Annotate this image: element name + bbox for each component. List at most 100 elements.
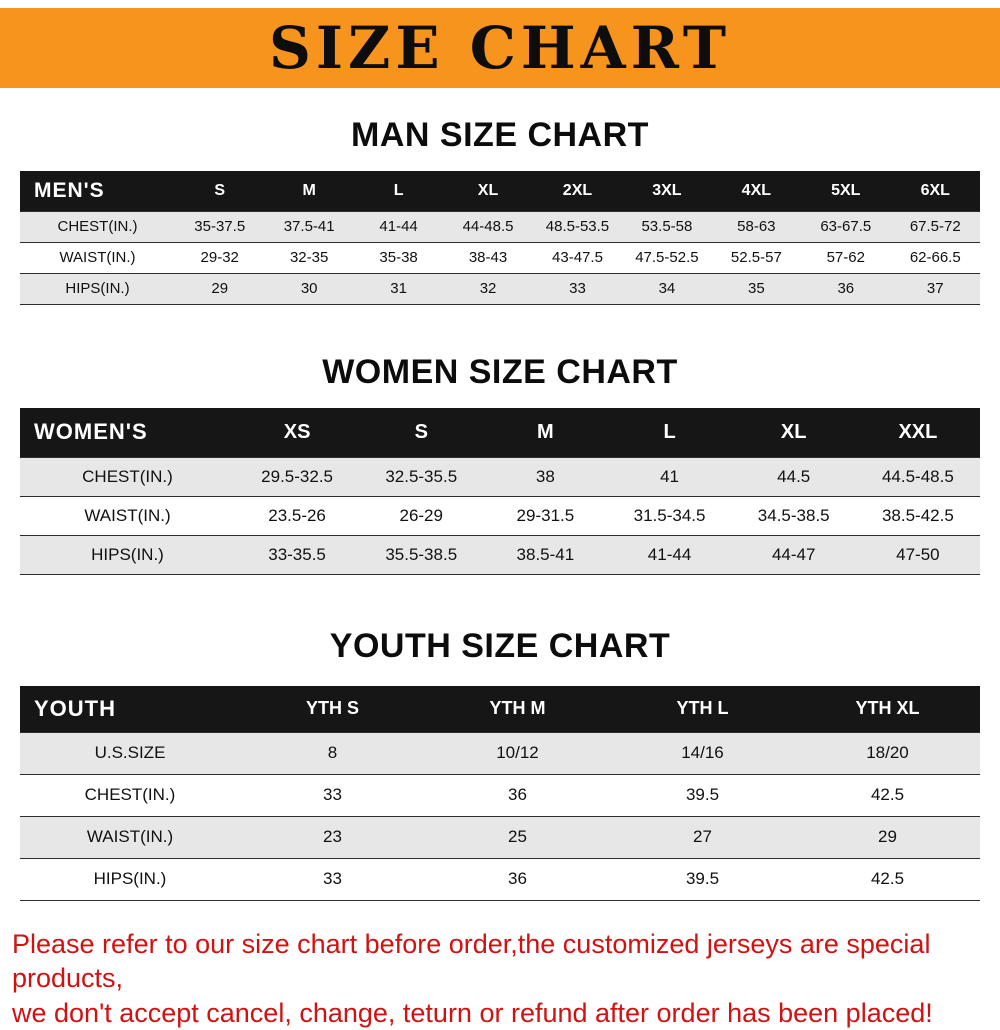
cell: 44.5-48.5	[856, 458, 980, 497]
table-corner-label: YOUTH	[20, 686, 240, 732]
cell: 67.5-72	[891, 211, 981, 242]
cell: 23.5-26	[235, 497, 359, 536]
cell: 26-29	[359, 497, 483, 536]
footer-line-2: we don't accept cancel, change, teturn o…	[12, 996, 1000, 1030]
cell: 29	[795, 816, 980, 858]
cell: 38-43	[443, 242, 532, 273]
row-label: CHEST(IN.)	[20, 458, 235, 497]
column-header: L	[354, 171, 443, 211]
column-header: XL	[732, 408, 856, 458]
cell: 38.5-42.5	[856, 497, 980, 536]
cell: 39.5	[610, 858, 795, 900]
cell: 42.5	[795, 858, 980, 900]
cell: 35.5-38.5	[359, 536, 483, 575]
column-header: S	[359, 408, 483, 458]
column-header: L	[607, 408, 731, 458]
cell: 29-31.5	[483, 497, 607, 536]
footer-note: Please refer to our size chart before or…	[12, 927, 1000, 1030]
column-header: M	[483, 408, 607, 458]
row-label: WAIST(IN.)	[20, 497, 235, 536]
banner-title: SIZE CHART	[269, 14, 731, 82]
column-header: XXL	[856, 408, 980, 458]
cell: 41-44	[354, 211, 443, 242]
cell: 62-66.5	[891, 242, 981, 273]
table-corner-label: WOMEN'S	[20, 408, 235, 458]
cell: 33	[240, 774, 425, 816]
cell: 52.5-57	[712, 242, 801, 273]
cell: 37	[891, 273, 981, 304]
column-header: 2XL	[533, 171, 622, 211]
cell: 23	[240, 816, 425, 858]
row-label: CHEST(IN.)	[20, 211, 175, 242]
cell: 34	[622, 273, 711, 304]
cell: 27	[610, 816, 795, 858]
cell: 41	[607, 458, 731, 497]
cell: 36	[425, 774, 610, 816]
column-header: XS	[235, 408, 359, 458]
cell: 42.5	[795, 774, 980, 816]
cell: 38	[483, 458, 607, 497]
cell: 33-35.5	[235, 536, 359, 575]
column-header: M	[264, 171, 353, 211]
column-header: YTH S	[240, 686, 425, 732]
women-section-heading: WOMEN SIZE CHART	[0, 353, 1000, 392]
cell: 44.5	[732, 458, 856, 497]
cell: 34.5-38.5	[732, 497, 856, 536]
table-corner-label: MEN'S	[20, 171, 175, 211]
cell: 30	[264, 273, 353, 304]
row-label: CHEST(IN.)	[20, 774, 240, 816]
cell: 47-50	[856, 536, 980, 575]
column-header: 3XL	[622, 171, 711, 211]
row-label: U.S.SIZE	[20, 732, 240, 774]
cell: 47.5-52.5	[622, 242, 711, 273]
cell: 35-37.5	[175, 211, 264, 242]
cell: 58-63	[712, 211, 801, 242]
cell: 31.5-34.5	[607, 497, 731, 536]
cell: 29-32	[175, 242, 264, 273]
row-label: HIPS(IN.)	[20, 273, 175, 304]
man-section-heading: MAN SIZE CHART	[0, 116, 1000, 155]
column-header: 6XL	[891, 171, 981, 211]
column-header: 5XL	[801, 171, 890, 211]
cell: 57-62	[801, 242, 890, 273]
column-header: YTH L	[610, 686, 795, 732]
cell: 14/16	[610, 732, 795, 774]
column-header: XL	[443, 171, 532, 211]
cell: 35	[712, 273, 801, 304]
cell: 41-44	[607, 536, 731, 575]
footer-line-1: Please refer to our size chart before or…	[12, 927, 1000, 996]
column-header: YTH M	[425, 686, 610, 732]
cell: 36	[425, 858, 610, 900]
cell: 8	[240, 732, 425, 774]
youth-section-heading: YOUTH SIZE CHART	[0, 627, 1000, 666]
cell: 44-48.5	[443, 211, 532, 242]
cell: 33	[240, 858, 425, 900]
size-chart-banner: SIZE CHART	[0, 8, 1000, 88]
cell: 32	[443, 273, 532, 304]
cell: 36	[801, 273, 890, 304]
row-label: HIPS(IN.)	[20, 858, 240, 900]
cell: 38.5-41	[483, 536, 607, 575]
cell: 35-38	[354, 242, 443, 273]
row-label: WAIST(IN.)	[20, 242, 175, 273]
cell: 37.5-41	[264, 211, 353, 242]
cell: 18/20	[795, 732, 980, 774]
cell: 53.5-58	[622, 211, 711, 242]
cell: 48.5-53.5	[533, 211, 622, 242]
cell: 39.5	[610, 774, 795, 816]
